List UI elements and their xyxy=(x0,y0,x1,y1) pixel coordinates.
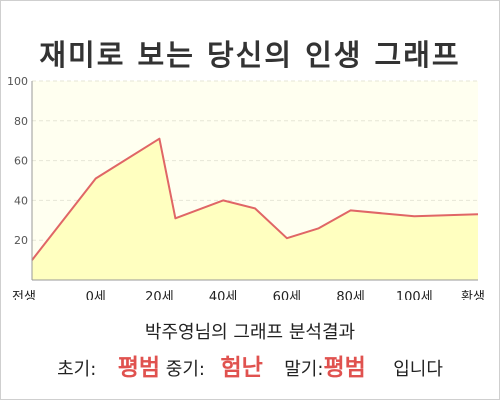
x-tick-label: 80세 xyxy=(336,290,365,300)
x-tick-label: 환생 xyxy=(461,290,485,300)
page-title: 재미로 보는 당신의 인생 그래프 xyxy=(39,38,461,72)
early-value: 평범 xyxy=(117,355,161,381)
mid-value: 험난 xyxy=(220,355,263,381)
x-tick-label: 0세 xyxy=(86,290,106,300)
x-tick-label: 20세 xyxy=(145,290,174,300)
life-line xyxy=(31,137,479,261)
x-tick-label: 40세 xyxy=(209,290,238,300)
analysis-result: 초기: 평범 중기: 험난 말기:평범 입니다 xyxy=(0,348,500,382)
x-axis: 전생 0세 20세 40세 60세 80세 100세 환생 xyxy=(12,290,485,300)
y-tick-label: 20 xyxy=(14,234,28,247)
y-tick-label: 40 xyxy=(14,194,28,207)
y-axis: 20 40 60 80 100 xyxy=(7,75,28,247)
x-tick-label: 전생 xyxy=(12,290,36,300)
x-tick-label: 60세 xyxy=(273,290,302,300)
life-graph-chart: 20 40 60 80 100 전생 0세 20세 40세 60세 80세 100세 환생 xyxy=(7,75,485,300)
y-tick-label: 100 xyxy=(7,75,28,88)
early-label: 초기: xyxy=(57,359,97,380)
y-tick-label: 60 xyxy=(14,155,28,168)
late-value: 평범 xyxy=(323,355,366,381)
mid-label: 중기: xyxy=(165,359,205,380)
late-label: 말기: xyxy=(284,359,324,380)
analysis-subtitle: 박주영님의 그래프 분석결과 xyxy=(144,322,356,343)
y-tick-label: 80 xyxy=(14,115,28,128)
ending-text: 입니다 xyxy=(393,359,443,380)
x-tick-label: 100세 xyxy=(396,290,433,300)
